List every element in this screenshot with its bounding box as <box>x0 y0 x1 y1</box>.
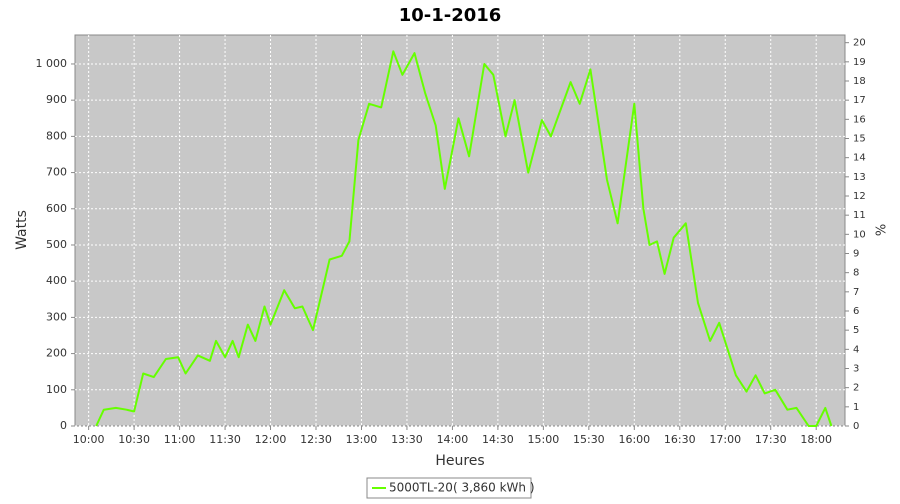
y2-tick-label: 8 <box>853 268 859 279</box>
x-tick-label: 15:30 <box>573 433 605 446</box>
y2-tick-label: 14 <box>853 153 866 164</box>
y2-tick-label: 10 <box>853 229 866 240</box>
x-tick-label: 16:00 <box>618 433 650 446</box>
x-tick-label: 12:00 <box>255 433 287 446</box>
x-tick-label: 18:00 <box>800 433 832 446</box>
y2-tick-label: 16 <box>853 114 866 125</box>
x-tick-label: 17:00 <box>709 433 741 446</box>
x-tick-label: 15:00 <box>528 433 560 446</box>
x-axis-label: Heures <box>435 453 484 469</box>
y2-tick-label: 15 <box>853 134 866 145</box>
y2-tick-label: 1 <box>853 402 859 413</box>
legend-label: 5000TL-20( 3,860 kWh ) <box>389 481 535 495</box>
y-tick-label: 0 <box>60 419 67 432</box>
y2-tick-label: 3 <box>853 364 859 375</box>
y2-tick-label: 6 <box>853 306 859 317</box>
x-tick-label: 10:00 <box>73 433 105 446</box>
y-tick-label: 200 <box>46 347 67 360</box>
y-tick-label: 500 <box>46 238 67 251</box>
x-tick-label: 16:30 <box>664 433 696 446</box>
chart-title: 10-1-2016 <box>399 5 502 26</box>
y-tick-label: 1 000 <box>36 57 68 70</box>
y2-tick-label: 4 <box>853 344 859 355</box>
y2-tick-label: 7 <box>853 287 859 298</box>
x-tick-label: 13:30 <box>391 433 423 446</box>
y-tick-label: 300 <box>46 310 67 323</box>
x-tick-label: 14:30 <box>482 433 514 446</box>
y-tick-label: 100 <box>46 383 67 396</box>
x-tick-label: 14:00 <box>437 433 469 446</box>
y2-tick-label: 9 <box>853 249 859 260</box>
y-tick-label: 900 <box>46 93 67 106</box>
x-tick-label: 11:00 <box>164 433 196 446</box>
y2-tick-label: 17 <box>853 95 866 106</box>
y2-tick-label: 2 <box>853 383 859 394</box>
y2-tick-label: 19 <box>853 57 866 68</box>
y2-tick-label: 20 <box>853 38 866 49</box>
y2-tick-label: 11 <box>853 210 866 221</box>
x-tick-label: 10:30 <box>118 433 150 446</box>
x-tick-label: 17:30 <box>755 433 787 446</box>
y2-tick-label: 5 <box>853 325 859 336</box>
y2-tick-label: 0 <box>853 421 859 432</box>
y2-axis-label: % <box>875 224 890 236</box>
x-tick-label: 12:30 <box>300 433 332 446</box>
x-tick-label: 13:00 <box>346 433 378 446</box>
y2-tick-label: 12 <box>853 191 866 202</box>
y-tick-label: 400 <box>46 274 67 287</box>
y-axis-label: Watts <box>14 210 30 250</box>
legend <box>366 477 532 499</box>
y-tick-label: 700 <box>46 166 67 179</box>
x-tick-label: 11:30 <box>209 433 241 446</box>
y2-tick-label: 13 <box>853 172 866 183</box>
data-line <box>95 50 833 427</box>
y-tick-label: 800 <box>46 129 67 142</box>
y2-tick-label: 18 <box>853 76 866 87</box>
y-tick-label: 600 <box>46 202 67 215</box>
